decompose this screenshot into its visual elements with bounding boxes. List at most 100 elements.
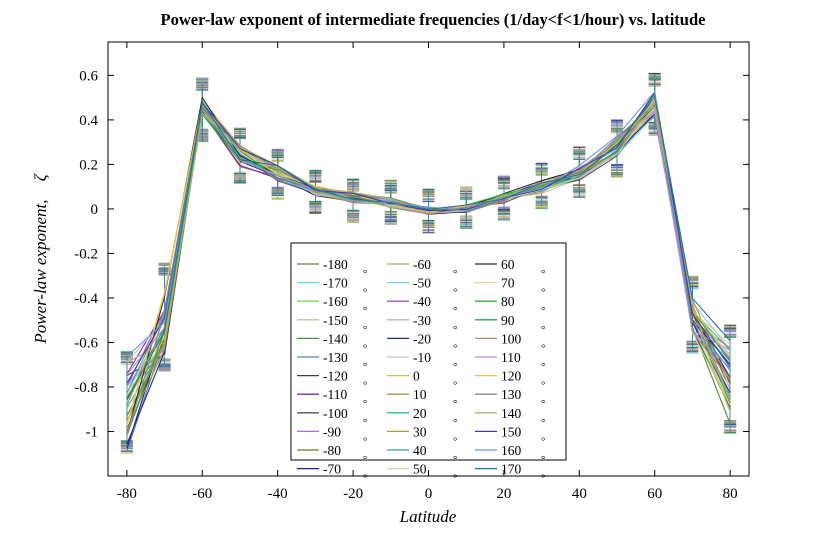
legend-degree: °: [541, 435, 545, 447]
y-axis: -1 -0.8 -0.6 -0.4 -0.2 0 0.2 0.4 0.6: [74, 68, 749, 440]
legend-item: -80 °: [297, 443, 367, 466]
legend-degree: °: [453, 417, 457, 429]
legend-label: 90: [501, 313, 515, 328]
legend-label: 70: [501, 276, 515, 291]
legend-degree: °: [363, 324, 367, 336]
series-line-140: [126, 106, 731, 402]
legend-degree: °: [541, 324, 545, 336]
y-tick-label: 0.4: [79, 113, 98, 129]
y-tick-label: -0.2: [74, 246, 98, 262]
legend-label: -130: [323, 350, 348, 365]
legend-item: 30 °: [387, 424, 457, 447]
legend-label: 50: [413, 462, 427, 477]
legend-item: -50 °: [387, 276, 457, 299]
x-axis-label: Latitude: [399, 507, 457, 526]
legend-label: 130: [501, 387, 522, 402]
legend-degree: °: [541, 398, 545, 410]
x-tick-label: 0: [425, 486, 433, 502]
legend-degree: °: [363, 287, 367, 299]
chart-title: Power-law exponent of intermediate frequ…: [161, 10, 706, 29]
y-tick-label: -0.8: [74, 380, 98, 396]
legend-degree: °: [541, 473, 545, 485]
legend-degree: °: [541, 342, 545, 354]
legend-item: -150 °: [297, 313, 367, 336]
legend-item: 160 °: [475, 443, 545, 466]
legend-label: 100: [501, 331, 522, 346]
y-axis-label-symbol: ζ: [31, 173, 50, 181]
legend-item: 70 °: [475, 276, 545, 299]
legend-label: 0: [413, 369, 420, 384]
series-lines: [126, 90, 731, 452]
legend-item: 50 °: [387, 462, 457, 485]
legend-label: 120: [501, 369, 522, 384]
legend-item: 80 °: [475, 294, 545, 317]
y-tick-label: -1: [86, 424, 99, 440]
y-axis-label-text: Power-law exponent,: [31, 200, 50, 345]
legend-degree: °: [541, 268, 545, 280]
legend-degree: °: [453, 342, 457, 354]
y-tick-label: 0: [91, 202, 99, 218]
legend-label: 30: [413, 424, 427, 439]
legend-item: -170 °: [297, 276, 367, 299]
legend-degree: °: [453, 380, 457, 392]
legend-degree: °: [453, 398, 457, 410]
x-tick-label: 20: [496, 486, 511, 502]
legend-box: [290, 242, 567, 461]
legend-label: 10: [413, 387, 427, 402]
legend-degree: °: [541, 454, 545, 466]
legend-item: 120 °: [475, 369, 545, 392]
legend-label: -50: [413, 276, 431, 291]
legend-degree: °: [363, 473, 367, 485]
legend-label: -80: [323, 443, 341, 458]
legend-label: 170: [501, 462, 522, 477]
legend-degree: °: [453, 435, 457, 447]
legend-item: 20 °: [387, 406, 457, 429]
x-tick-label: -80: [117, 486, 137, 502]
y-axis-label-group: Power-law exponent, ζ: [31, 173, 50, 344]
legend-degree: °: [363, 380, 367, 392]
legend: -180 ° -170 ° -160 ° -150 ° -140 ° -130 ° -120 ° -110 °…: [290, 242, 567, 485]
legend-degree: °: [453, 473, 457, 485]
y-tick-label: 0.6: [79, 68, 98, 84]
legend-item: -140 °: [297, 331, 367, 354]
legend-item: -70 °: [297, 462, 367, 485]
legend-label: 150: [501, 424, 522, 439]
legend-degree: °: [453, 305, 457, 317]
legend-label: -180: [323, 257, 348, 272]
legend-item: 150 °: [475, 424, 545, 447]
legend-item: 130 °: [475, 387, 545, 410]
legend-label: -110: [323, 387, 347, 402]
legend-degree: °: [541, 305, 545, 317]
legend-item: 0°: [387, 369, 457, 392]
x-tick-label: -60: [192, 486, 212, 502]
legend-degree: °: [453, 268, 457, 280]
x-tick-label: -20: [343, 486, 363, 502]
legend-label: -160: [323, 294, 348, 309]
legend-item: -100 °: [297, 406, 367, 429]
legend-label: -120: [323, 369, 348, 384]
legend-label: -20: [413, 331, 431, 346]
legend-item: -120 °: [297, 369, 367, 392]
legend-item: 40 °: [387, 443, 457, 466]
y-tick-label: -0.4: [74, 291, 98, 307]
legend-item: 60 °: [475, 257, 545, 280]
legend-degree: °: [541, 417, 545, 429]
legend-label: -170: [323, 276, 348, 291]
legend-degree: °: [453, 361, 457, 373]
legend-item: -10 °: [387, 350, 457, 373]
legend-item: 10 °: [387, 387, 457, 410]
legend-degree: °: [453, 454, 457, 466]
x-tick-label: 80: [723, 486, 738, 502]
legend-label: 20: [413, 406, 427, 421]
x-tick-label: 40: [572, 486, 587, 502]
legend-label: 140: [501, 406, 522, 421]
legend-item: -30 °: [387, 313, 457, 336]
x-axis: -80 -60 -40 -20 0 20 40 60 80: [117, 42, 738, 502]
legend-degree: °: [363, 398, 367, 410]
legend-label: 60: [501, 257, 515, 272]
y-tick-label: 0.2: [79, 157, 98, 173]
legend-item: -60 °: [387, 257, 457, 280]
legend-item: 140 °: [475, 406, 545, 429]
legend-item: -20 °: [387, 331, 457, 354]
